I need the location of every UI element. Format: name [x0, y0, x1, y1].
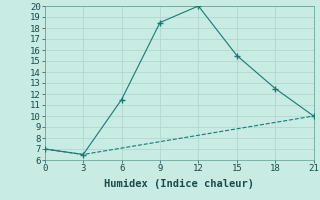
X-axis label: Humidex (Indice chaleur): Humidex (Indice chaleur)	[104, 179, 254, 189]
